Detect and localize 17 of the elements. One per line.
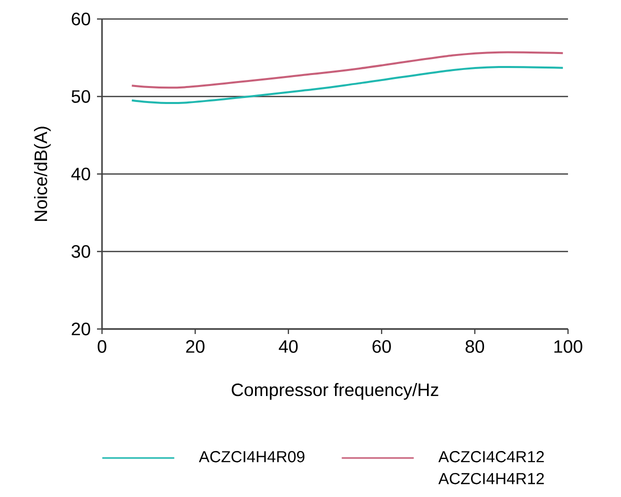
x-tick-label: 100 xyxy=(554,340,582,353)
legend-label: ACZCI4C4R12 ACZCI4H4R12 xyxy=(438,451,544,484)
y-tick-label: 40 xyxy=(71,168,90,180)
legend-label: ACZCI4H4R09 xyxy=(198,451,304,462)
x-axis-title: Compressor frequency/Hz xyxy=(232,383,438,400)
x-tick-label: 0 xyxy=(98,340,106,353)
x-tick-label: 40 xyxy=(278,340,298,353)
y-tick-label: 20 xyxy=(72,322,90,336)
x-tick-label: 80 xyxy=(466,340,484,353)
y-axis-title: Noice/dB(A) xyxy=(34,126,51,221)
x-tick-label: 20 xyxy=(186,340,204,353)
y-tick-label: 30 xyxy=(72,245,90,258)
line-series xyxy=(130,51,564,89)
x-tick-label: 60 xyxy=(372,340,391,353)
y-tick-label: 60 xyxy=(72,12,90,26)
y-tick-label: 50 xyxy=(72,90,90,103)
line-series xyxy=(130,66,564,104)
